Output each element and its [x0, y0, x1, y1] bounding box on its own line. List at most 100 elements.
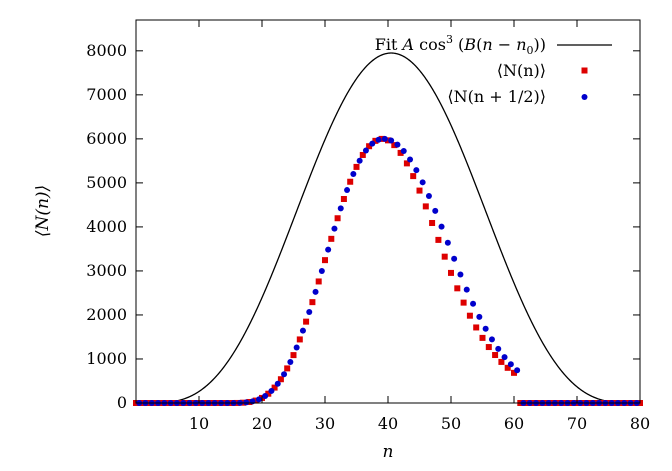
y-tick-label: 6000 [86, 129, 127, 148]
series-2-point [444, 239, 451, 246]
y-tick-label: 1000 [86, 349, 127, 368]
legend-series-1-label: ⟨N(n)⟩ [497, 61, 546, 80]
series-1-point [479, 334, 486, 341]
legend-series-2-label: ⟨N(n + 1/2)⟩ [447, 87, 546, 106]
series-1-point [460, 299, 467, 306]
series-2-point [425, 193, 432, 200]
legend-fit-label: Fit A cos3 (B(n − n0)) [375, 33, 546, 57]
y-tick-label: 0 [117, 393, 127, 412]
series-2-point [413, 167, 420, 174]
series-1-point [435, 236, 442, 243]
series-2-point [388, 137, 395, 144]
series-1-point [372, 137, 379, 144]
series-1-point [454, 285, 461, 292]
series-1-point [448, 269, 454, 276]
series-1-point [334, 215, 341, 222]
series-1-point [315, 278, 322, 285]
x-tick-label: 40 [378, 414, 398, 433]
series-2-point [457, 271, 464, 278]
series-1-point [340, 195, 347, 202]
x-tick-label: 10 [189, 414, 209, 433]
series-1-point [473, 324, 480, 331]
series-1-point [403, 160, 410, 167]
legend-series-1-marker [581, 67, 588, 74]
fit-curve [136, 52, 640, 404]
x-tick-label: 80 [630, 414, 650, 433]
y-tick-label: 2000 [86, 305, 127, 324]
series-2-point [419, 179, 426, 186]
series-1-point [385, 137, 391, 144]
y-tick-label: 7000 [86, 85, 127, 104]
series-1-point [397, 149, 404, 156]
series-2-point [274, 380, 281, 387]
series-2-point [325, 246, 332, 253]
series-2-point [488, 336, 495, 343]
series-1-point [429, 219, 436, 226]
series-2-point [299, 327, 306, 334]
series-1-point [322, 257, 328, 264]
series-2-point [369, 140, 376, 147]
x-tick-label: 30 [315, 414, 335, 433]
y-axis-label: ⟨N(n)⟩ [33, 185, 53, 237]
series-1-point [353, 163, 360, 170]
y-tick-label: 3000 [86, 261, 127, 280]
series-2-point [362, 147, 369, 154]
series-2-point [451, 255, 458, 262]
series-2-point [438, 223, 445, 230]
series-2-point [337, 205, 344, 212]
series-1-point [485, 344, 492, 351]
series-1-point [303, 318, 310, 325]
series-2-point [375, 136, 382, 143]
series-2-point [476, 313, 483, 320]
x-tick-label: 60 [504, 414, 524, 433]
series-2-point [482, 325, 489, 332]
legend-series-2-marker [581, 94, 588, 100]
series-2-point [281, 371, 288, 378]
x-tick-label: 50 [441, 414, 461, 433]
x-tick-label: 20 [252, 414, 272, 433]
series-2-point [381, 135, 388, 142]
legend: Fit A cos3 (B(n − n0)) ⟨N(n)⟩ ⟨N(n + 1/2… [375, 33, 612, 106]
series-2-point [432, 207, 439, 214]
series-1-point [347, 178, 354, 185]
series-1-point [492, 352, 499, 359]
series-1-point [328, 235, 335, 242]
series-2-point [306, 308, 313, 315]
series-1-point [498, 358, 505, 365]
series-1-point [422, 203, 429, 210]
series-1-point [391, 142, 398, 149]
series-2-point [495, 345, 502, 352]
series-2-point [344, 187, 351, 194]
series-1-point [511, 369, 517, 376]
y-tick-label: 5000 [86, 173, 127, 192]
y-tick-label: 4000 [86, 217, 127, 236]
y-tick-label: 8000 [86, 41, 127, 60]
series-2-point [312, 288, 319, 295]
series-1-point [246, 398, 253, 405]
series-1-point [265, 390, 272, 397]
series-2-point [350, 171, 357, 178]
series-1-point [252, 397, 259, 404]
series-2-point [268, 387, 275, 394]
plot-frame [135, 19, 641, 404]
series-2-point [255, 396, 262, 403]
series-1-point [296, 336, 303, 343]
series-2-point [394, 141, 401, 148]
series-1-point [504, 364, 511, 371]
series-2-point [262, 392, 269, 399]
series-1-point [309, 299, 316, 306]
series-1-point [416, 187, 423, 194]
series-1-point [466, 312, 473, 319]
x-tick-label: 70 [567, 414, 587, 433]
series-2-point [287, 359, 294, 366]
series-1-point [271, 384, 278, 391]
series-2-point [507, 361, 514, 368]
series-1-point [284, 365, 291, 372]
series-2-point [514, 367, 521, 374]
series-1-point [366, 143, 373, 150]
series-2-point [501, 354, 508, 361]
series-1-point [277, 376, 284, 383]
series-2-point [249, 398, 256, 405]
series-2-point [400, 148, 407, 155]
